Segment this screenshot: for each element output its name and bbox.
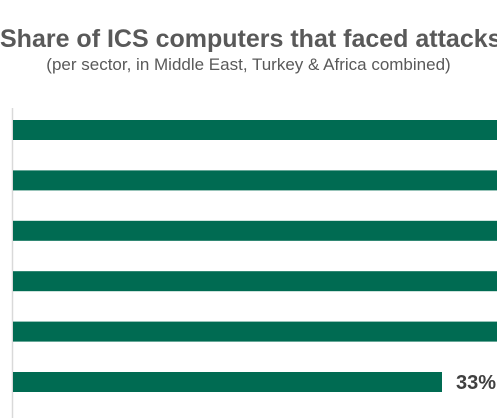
- value-labels-group: 33%: [456, 372, 496, 394]
- bars-group: [13, 120, 497, 392]
- bar-2: [13, 170, 497, 191]
- chart-title: Share of ICS computers that faced attack…: [0, 25, 497, 53]
- bar-3: [13, 220, 497, 241]
- value-label-6: 33%: [456, 372, 496, 394]
- bar-5: [13, 321, 497, 342]
- bar-6: [13, 372, 442, 392]
- chart-subtitle: (per sector, in Middle East, Turkey & Af…: [46, 55, 451, 74]
- bar-4: [13, 271, 497, 292]
- bar-1: [13, 120, 497, 140]
